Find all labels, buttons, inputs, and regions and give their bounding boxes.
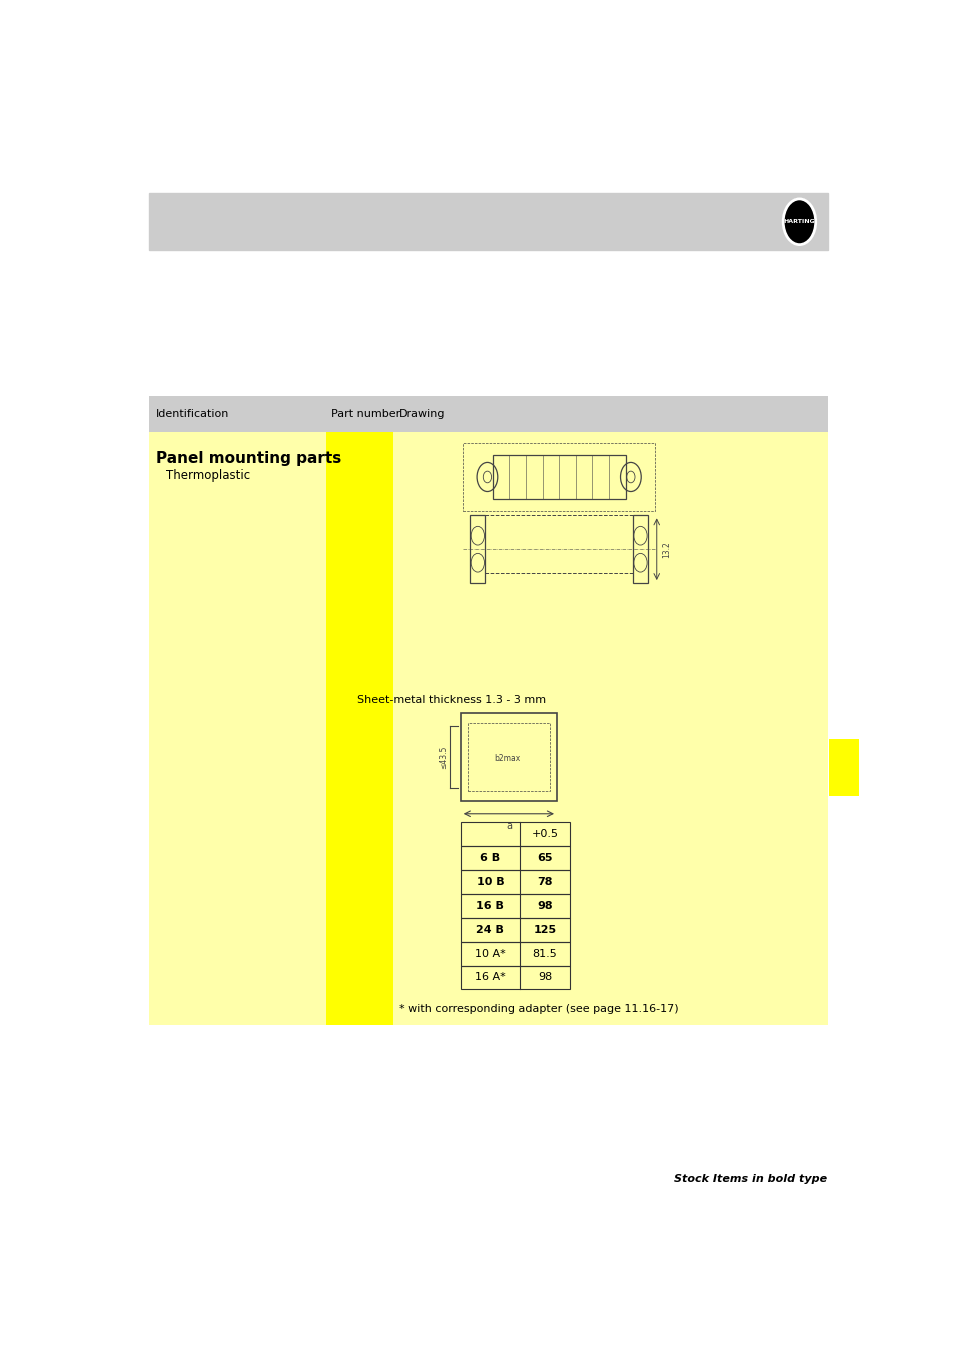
Bar [460, 822, 570, 846]
Text: 98: 98 [537, 972, 552, 983]
Bar [460, 894, 570, 918]
Text: 78: 78 [537, 878, 553, 887]
Text: 16 A*: 16 A* [475, 972, 505, 983]
Bar [828, 738, 858, 796]
Text: 125: 125 [533, 925, 557, 934]
Bar [460, 918, 570, 942]
Text: b2max: b2max [494, 755, 519, 763]
Text: 6 B: 6 B [480, 853, 500, 863]
Text: 13.2: 13.2 [662, 541, 671, 558]
Text: HARTING: HARTING [782, 219, 815, 224]
Bar [149, 396, 826, 432]
Bar [460, 869, 570, 894]
Text: 10 A*: 10 A* [475, 949, 505, 958]
Bar [326, 396, 393, 1025]
Text: * with corresponding adapter (see page 11.16-17): * with corresponding adapter (see page 1… [398, 1004, 678, 1014]
Text: Panel mounting parts: Panel mounting parts [156, 451, 341, 466]
Text: Part number: Part number [331, 409, 399, 418]
Text: 81.5: 81.5 [532, 949, 557, 958]
Bar [468, 724, 549, 791]
Bar [149, 396, 326, 1025]
Text: Sheet-metal thickness 1.3 - 3 mm: Sheet-metal thickness 1.3 - 3 mm [357, 695, 546, 705]
Text: Stock Items in bold type: Stock Items in bold type [674, 1173, 826, 1184]
Bar [462, 443, 655, 512]
Text: 16 B: 16 B [476, 900, 504, 911]
Bar [492, 455, 625, 498]
Bar [633, 516, 647, 583]
Text: 65: 65 [537, 853, 553, 863]
Text: Drawing: Drawing [398, 409, 445, 418]
Text: 98: 98 [537, 900, 553, 911]
Text: 10 B: 10 B [476, 878, 504, 887]
Bar [485, 516, 633, 572]
Text: a: a [505, 821, 512, 832]
Text: Identification: Identification [156, 409, 230, 418]
Bar [470, 516, 485, 583]
Text: 24 B: 24 B [476, 925, 504, 934]
Text: Thermoplastic: Thermoplastic [166, 468, 250, 482]
Bar [460, 942, 570, 965]
Bar [460, 965, 570, 990]
Text: ≤43.5: ≤43.5 [438, 745, 448, 768]
Bar [460, 713, 557, 802]
Bar [460, 846, 570, 869]
Circle shape [782, 198, 815, 244]
Bar [149, 193, 826, 250]
Text: +0.5: +0.5 [531, 829, 558, 840]
Bar [393, 396, 826, 1025]
